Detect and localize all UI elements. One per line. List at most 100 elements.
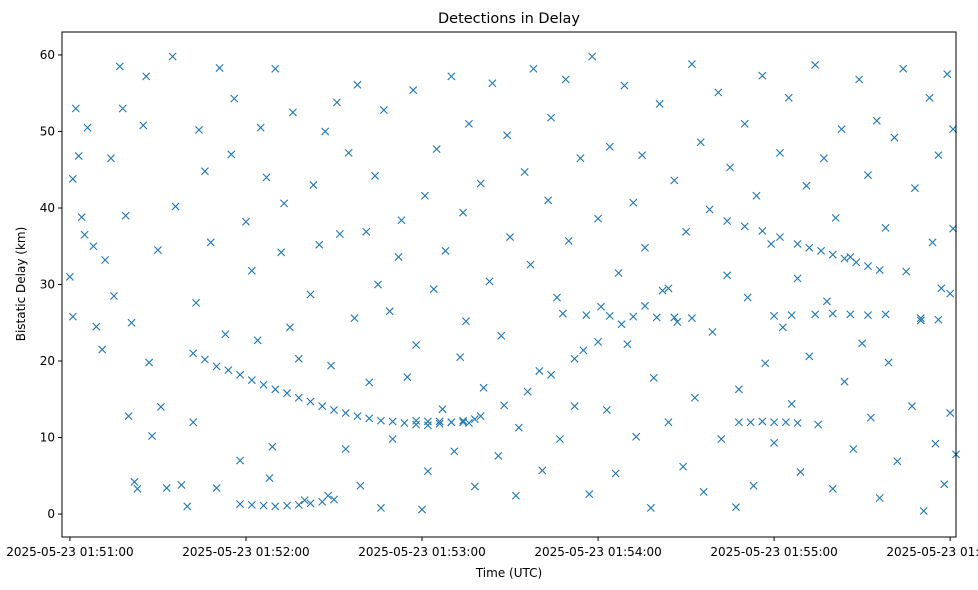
data-point bbox=[946, 409, 955, 418]
data-point bbox=[476, 179, 485, 188]
data-point bbox=[306, 290, 315, 299]
data-point bbox=[846, 310, 855, 319]
data-point bbox=[641, 243, 649, 252]
data-point bbox=[397, 216, 406, 225]
data-point bbox=[115, 62, 124, 71]
data-point bbox=[585, 490, 594, 499]
data-point bbox=[831, 213, 840, 222]
data-point bbox=[893, 457, 902, 466]
data-point bbox=[118, 104, 127, 113]
data-point bbox=[740, 119, 749, 128]
data-point bbox=[438, 405, 447, 414]
data-point bbox=[470, 415, 479, 424]
data-point bbox=[109, 291, 118, 300]
data-point bbox=[846, 252, 855, 261]
data-point bbox=[145, 358, 154, 367]
data-point bbox=[500, 401, 509, 410]
data-point bbox=[306, 499, 315, 508]
data-point bbox=[761, 359, 770, 368]
data-point bbox=[435, 419, 444, 428]
data-point bbox=[309, 181, 318, 190]
data-point bbox=[752, 191, 761, 200]
data-point bbox=[259, 380, 268, 389]
data-point bbox=[350, 314, 359, 323]
data-point bbox=[221, 330, 230, 339]
data-point bbox=[80, 230, 89, 239]
data-point bbox=[731, 503, 740, 512]
data-point bbox=[171, 202, 180, 211]
data-point bbox=[758, 417, 767, 426]
data-point bbox=[529, 64, 538, 73]
data-point bbox=[705, 205, 714, 214]
series-track-a-descending bbox=[189, 349, 479, 430]
data-point bbox=[206, 238, 215, 247]
data-point bbox=[629, 198, 638, 207]
data-point bbox=[535, 366, 544, 375]
data-point bbox=[687, 314, 696, 323]
data-point bbox=[379, 106, 388, 115]
data-point bbox=[376, 416, 385, 425]
data-point bbox=[576, 154, 585, 163]
y-tick-label: 10 bbox=[40, 431, 55, 445]
data-point bbox=[817, 246, 826, 255]
data-point bbox=[520, 168, 529, 177]
data-point bbox=[746, 418, 755, 427]
data-point bbox=[256, 123, 265, 132]
data-point bbox=[215, 63, 224, 72]
data-point bbox=[673, 318, 682, 326]
series-scattered-detections bbox=[65, 52, 960, 515]
data-point bbox=[362, 227, 371, 236]
data-point bbox=[919, 506, 928, 515]
data-point bbox=[708, 327, 717, 336]
x-tick-label: 2025-05-23 01:52:00 bbox=[182, 545, 309, 559]
data-point bbox=[908, 402, 916, 411]
data-point bbox=[866, 413, 875, 422]
data-point bbox=[259, 501, 268, 510]
y-tick-label: 0 bbox=[47, 507, 55, 521]
data-point bbox=[899, 64, 908, 73]
data-point bbox=[497, 331, 506, 340]
data-point bbox=[321, 127, 330, 136]
data-point bbox=[464, 119, 473, 128]
data-point bbox=[855, 75, 864, 84]
data-point bbox=[148, 432, 157, 440]
data-point bbox=[805, 352, 814, 361]
data-point bbox=[602, 405, 611, 414]
data-point bbox=[770, 418, 779, 427]
data-point bbox=[420, 191, 429, 200]
data-point bbox=[605, 142, 614, 151]
data-point bbox=[632, 432, 641, 441]
data-point bbox=[863, 262, 872, 271]
data-point bbox=[156, 402, 165, 411]
data-point bbox=[949, 224, 958, 233]
data-point bbox=[614, 269, 623, 278]
data-point bbox=[324, 491, 333, 500]
data-point bbox=[620, 81, 629, 90]
data-point bbox=[928, 238, 937, 247]
y-tick-label: 20 bbox=[40, 354, 55, 368]
series-band-26km bbox=[558, 309, 943, 324]
data-point bbox=[682, 227, 691, 236]
data-point bbox=[409, 86, 418, 95]
data-point bbox=[200, 167, 209, 176]
data-point bbox=[811, 60, 820, 69]
data-point bbox=[388, 435, 397, 444]
data-point bbox=[89, 242, 98, 251]
data-point bbox=[488, 79, 497, 88]
data-point bbox=[787, 311, 796, 320]
data-point bbox=[629, 312, 638, 321]
data-point bbox=[462, 317, 471, 326]
data-point bbox=[236, 456, 245, 465]
y-tick-label: 50 bbox=[40, 124, 55, 138]
data-point bbox=[881, 310, 890, 319]
data-point bbox=[652, 313, 661, 322]
data-point bbox=[547, 370, 556, 379]
data-point bbox=[212, 484, 221, 493]
data-point bbox=[778, 323, 787, 332]
data-point bbox=[271, 502, 280, 511]
data-point bbox=[429, 285, 438, 294]
data-point bbox=[236, 370, 245, 379]
data-point bbox=[506, 233, 515, 242]
data-point bbox=[470, 482, 479, 491]
data-point bbox=[271, 64, 280, 73]
